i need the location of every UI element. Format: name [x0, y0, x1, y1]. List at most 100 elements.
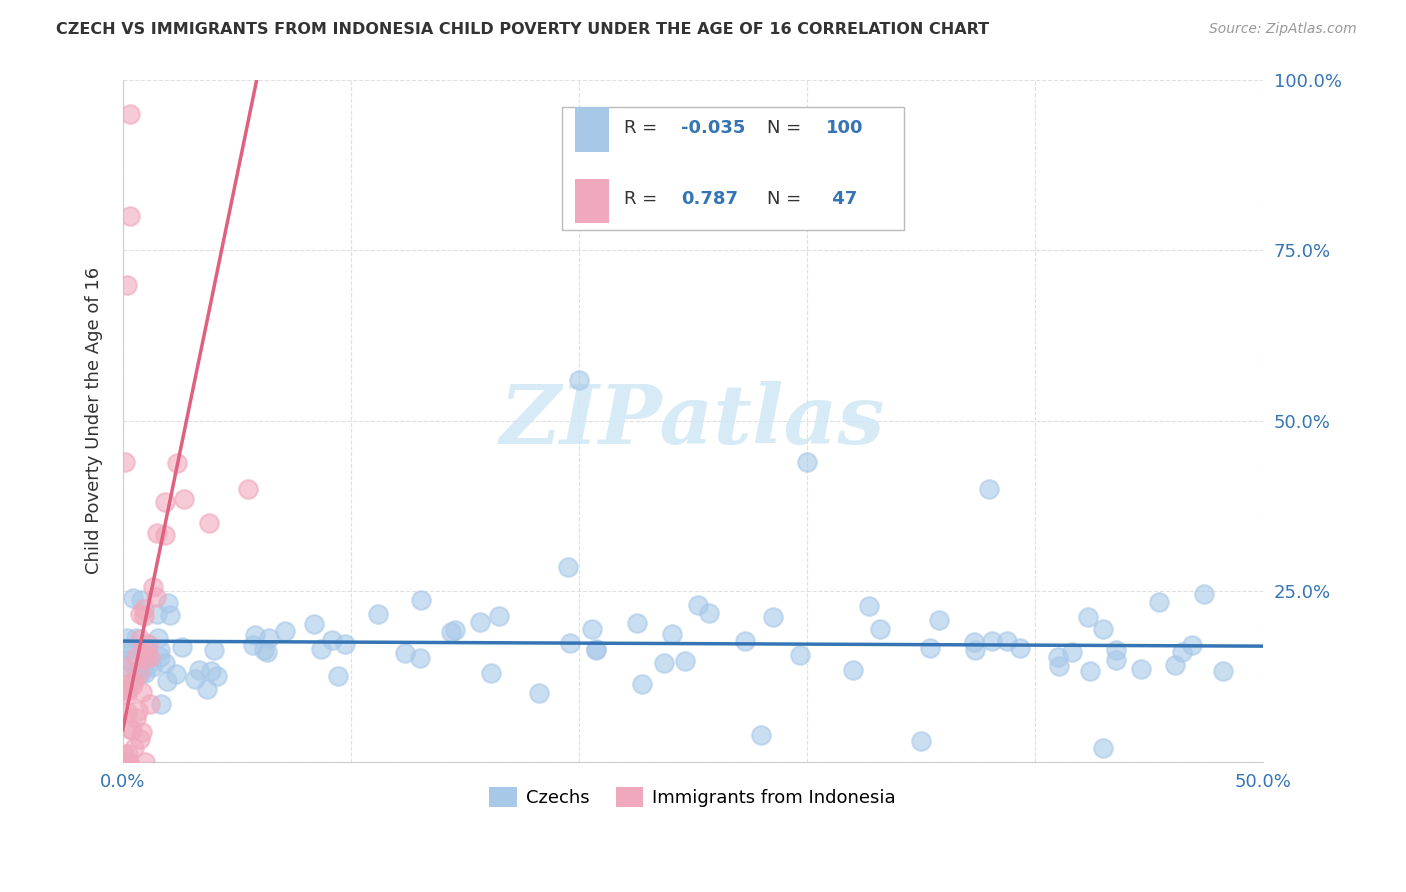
Point: [236, 482, 259, 496]
Point: [118, 210, 141, 224]
Point: [153, 495, 176, 509]
Point: [1078, 665, 1101, 679]
Point: [114, 455, 136, 469]
Point: [963, 634, 986, 648]
Point: [122, 678, 145, 692]
Point: [1147, 595, 1170, 609]
Point: [120, 722, 142, 736]
Point: [488, 609, 510, 624]
Point: [172, 640, 194, 654]
Point: [129, 667, 152, 681]
Point: [156, 596, 179, 610]
Point: [153, 528, 176, 542]
Point: [1060, 645, 1083, 659]
Point: [367, 607, 389, 622]
Point: [115, 683, 138, 698]
FancyBboxPatch shape: [561, 107, 904, 230]
Point: [183, 672, 205, 686]
Point: [479, 665, 502, 680]
Point: [112, 755, 135, 769]
Point: [245, 628, 267, 642]
Point: [965, 642, 987, 657]
Point: [995, 634, 1018, 648]
Point: [1010, 641, 1032, 656]
Point: [124, 740, 146, 755]
Point: [195, 681, 218, 696]
Point: [333, 637, 356, 651]
Point: [135, 644, 157, 658]
Point: [673, 654, 696, 668]
Point: [200, 664, 222, 678]
Point: [136, 637, 159, 651]
Point: [139, 697, 162, 711]
Point: [762, 610, 785, 624]
Point: [125, 711, 148, 725]
Point: [149, 649, 172, 664]
Point: [128, 665, 150, 680]
Point: [1129, 662, 1152, 676]
Point: [166, 456, 188, 470]
Point: [409, 593, 432, 607]
Legend: Czechs, Immigrants from Indonesia: Czechs, Immigrants from Indonesia: [482, 780, 903, 814]
Point: [1163, 657, 1185, 672]
Point: [114, 755, 136, 769]
Point: [1194, 587, 1216, 601]
Point: [118, 107, 141, 121]
Point: [205, 669, 228, 683]
Point: [585, 641, 607, 656]
Point: [153, 657, 176, 671]
Point: [114, 681, 136, 696]
Point: [409, 650, 432, 665]
Point: [560, 636, 582, 650]
Point: [309, 642, 332, 657]
Point: [121, 674, 143, 689]
Point: [124, 650, 146, 665]
Point: [204, 643, 226, 657]
Point: [1104, 653, 1126, 667]
Point: [118, 755, 141, 769]
Point: [842, 663, 865, 677]
Point: [1047, 650, 1070, 665]
Point: [121, 641, 143, 656]
Point: [928, 613, 950, 627]
Point: [1212, 664, 1234, 678]
Point: [1104, 642, 1126, 657]
Text: CZECH VS IMMIGRANTS FROM INDONESIA CHILD POVERTY UNDER THE AGE OF 16 CORRELATION: CZECH VS IMMIGRANTS FROM INDONESIA CHILD…: [56, 22, 990, 37]
Point: [159, 608, 181, 623]
Point: [146, 631, 169, 645]
Point: [112, 658, 135, 673]
Point: [142, 580, 165, 594]
Point: [125, 666, 148, 681]
Point: [115, 653, 138, 667]
Point: [242, 638, 264, 652]
Point: [121, 723, 143, 738]
Point: [977, 482, 1000, 496]
Point: [527, 686, 550, 700]
Text: R =: R =: [624, 119, 664, 136]
Point: [173, 492, 195, 507]
Text: N =: N =: [766, 119, 807, 136]
Point: [112, 747, 135, 761]
Point: [134, 651, 156, 665]
Point: [910, 734, 932, 748]
Point: [132, 609, 155, 624]
Point: [129, 607, 152, 621]
Point: [1091, 622, 1114, 636]
Point: [257, 632, 280, 646]
Point: [187, 663, 209, 677]
Point: [468, 615, 491, 629]
Point: [149, 697, 172, 711]
Point: [165, 667, 187, 681]
Point: [1047, 659, 1070, 673]
Text: R =: R =: [624, 190, 664, 209]
Point: [129, 632, 152, 646]
Point: [132, 602, 155, 616]
Point: [869, 623, 891, 637]
Point: [125, 632, 148, 646]
Point: [749, 727, 772, 741]
Point: [129, 731, 152, 746]
Point: [581, 622, 603, 636]
Point: [136, 657, 159, 672]
Point: [256, 645, 278, 659]
Point: [131, 660, 153, 674]
